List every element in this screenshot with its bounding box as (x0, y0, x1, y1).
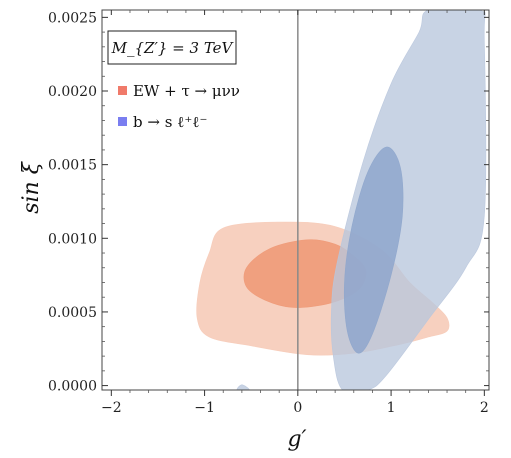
y-axis: 0.0000 0.0005 0.0010 0.0015 0.0020 0.0025 (48, 10, 489, 395)
x-axis: −2 −1 0 1 2 (101, 10, 489, 416)
y-tick-label: 0.0020 (48, 84, 97, 100)
y-tick-label: 0.0010 (48, 231, 97, 247)
x-tick-label: −2 (101, 400, 122, 416)
y-tick-label: 0.0000 (48, 379, 97, 395)
legend-swatch-bsll (118, 117, 127, 126)
y-axis-title: sin ξ (19, 160, 44, 213)
plot-frame (101, 9, 490, 391)
annotation-box (107, 30, 237, 65)
x-tick-label: −1 (194, 400, 215, 416)
legend-label-ew: EW + τ → μνν (133, 82, 240, 100)
annotation-text: M_{Z′} = 3 TeV (111, 39, 235, 57)
x-tick-label: 2 (480, 400, 489, 416)
legend-label-bsll: b → s ℓ⁺ℓ⁻ (133, 113, 207, 131)
region-bsll-outer-fragment (236, 384, 250, 390)
legend-swatch-ew (118, 86, 127, 95)
y-tick-label: 0.0015 (48, 158, 97, 174)
region-bsll-inner (343, 146, 404, 354)
legend: M_{Z′} = 3 TeV EW + τ → μνν b → s ℓ⁺ℓ⁻ (107, 30, 240, 131)
x-axis-title: g′ (287, 427, 306, 452)
x-tick-label: 1 (387, 400, 396, 416)
plot-regions (196, 10, 487, 390)
x-tick-label: 0 (293, 400, 302, 416)
y-tick-label: 0.0005 (48, 305, 97, 321)
y-tick-label: 0.0025 (48, 10, 97, 26)
